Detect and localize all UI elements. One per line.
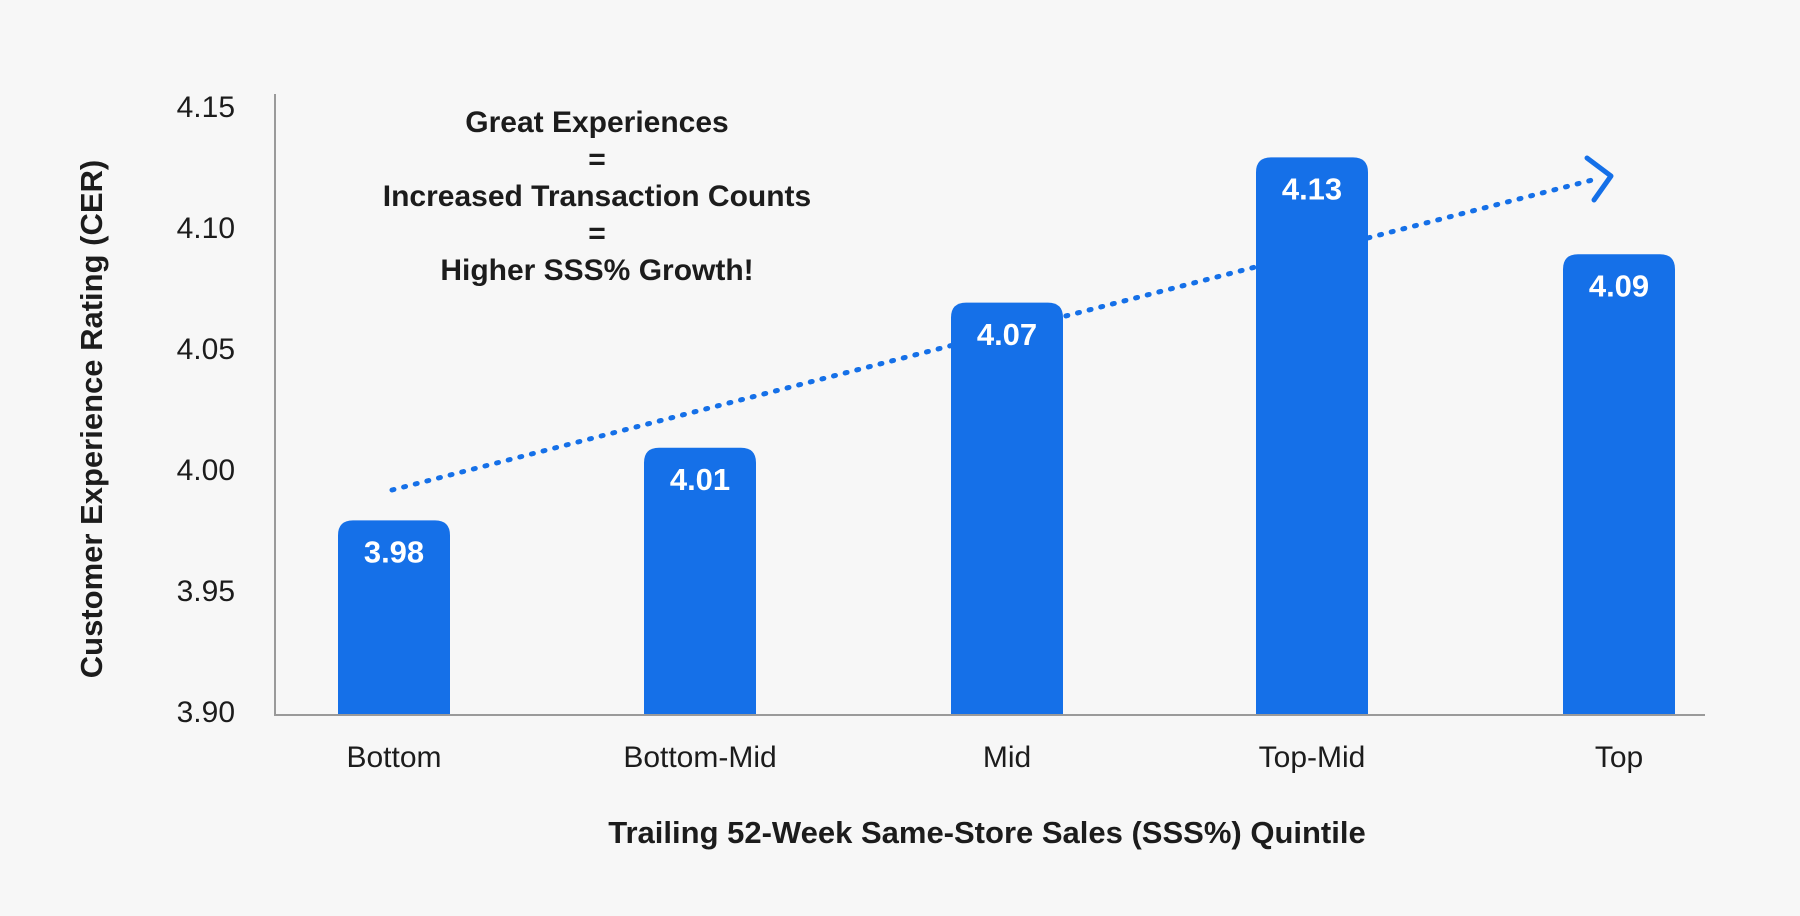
bar: [644, 447, 756, 714]
y-tick-label: 4.10: [177, 212, 235, 245]
annotation: Higher SSS% Growth!: [440, 254, 753, 287]
annotation: =: [588, 143, 606, 176]
bar: [951, 302, 1063, 714]
bar: [338, 520, 450, 714]
arrow-head: [1584, 155, 1614, 203]
value-label: 3.98: [364, 535, 424, 570]
y-tick-label: 4.15: [177, 91, 235, 124]
value-label: 4.09: [1589, 268, 1649, 303]
annotation: Great Experiences: [465, 106, 728, 139]
y-tick-label: 4.05: [177, 333, 235, 366]
x-tick-label: Mid: [983, 741, 1031, 774]
y-tick-label: 4.00: [177, 454, 235, 487]
x-tick-label: Top-Mid: [1259, 741, 1366, 774]
bar: [1256, 157, 1368, 714]
y-axis-title: Customer Experience Rating (CER): [74, 160, 109, 679]
x-tick-label: Bottom: [346, 741, 441, 774]
annotation: =: [588, 217, 606, 250]
value-label: 4.01: [670, 462, 730, 497]
value-label: 4.13: [1282, 172, 1342, 207]
x-tick-label: Top: [1595, 741, 1643, 774]
x-axis-title: Trailing 52-Week Same-Store Sales (SSS%)…: [608, 815, 1365, 850]
bar: [1563, 254, 1675, 714]
x-tick-label: Bottom-Mid: [623, 741, 776, 774]
y-tick-label: 3.90: [177, 696, 235, 729]
annotation: Increased Transaction Counts: [383, 180, 811, 213]
value-label: 4.07: [977, 317, 1037, 352]
y-tick-label: 3.95: [177, 575, 235, 608]
